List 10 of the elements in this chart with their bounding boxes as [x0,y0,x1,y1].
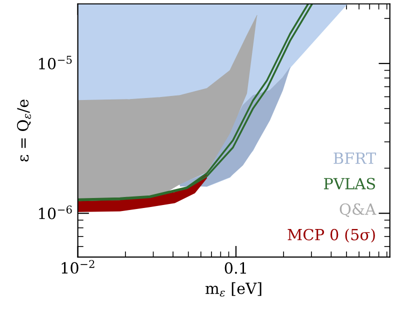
x-tick-label: 10$^{−2}$ [62,260,94,274]
y-tick-label: 10$^{−6}$ [39,206,72,220]
x-tick-label: 0.1 [224,262,246,274]
y-tick-label: 10$^{−5}$ [39,56,72,70]
y-axis-title: ε = Q$_{ε}$/e [17,100,31,162]
x-axis-title: m$_{ε}$ [eV] [206,282,262,296]
text: BFRT [334,152,376,164]
text: MCP 0 (5σ) [288,228,375,243]
text: Q&A [340,203,376,218]
text: PVLAS [324,178,375,190]
